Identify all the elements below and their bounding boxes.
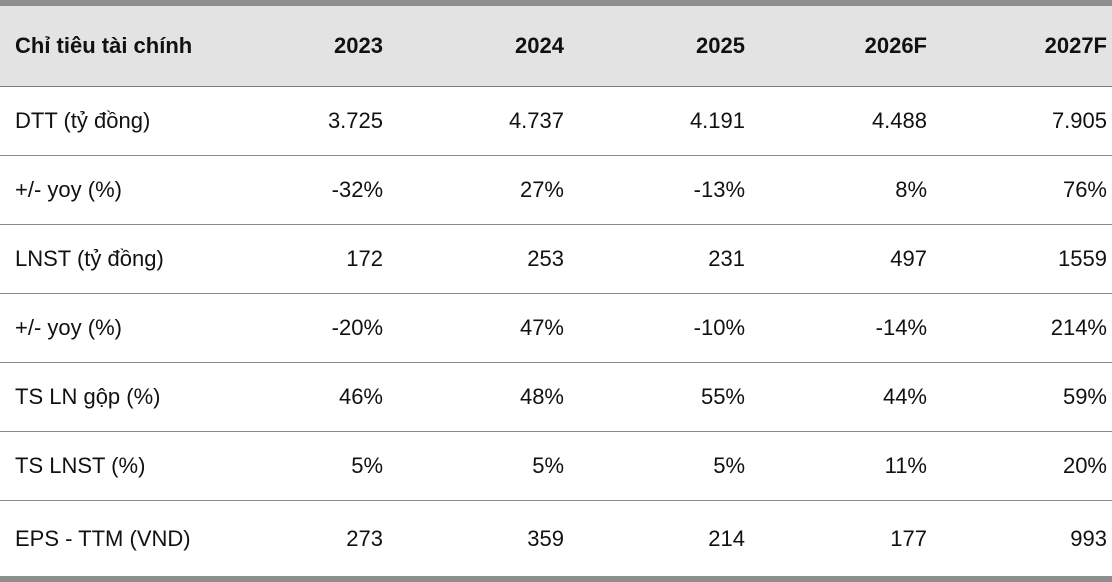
- table-cell: 3.725: [327, 108, 383, 133]
- header-year-2023: 2023: [205, 6, 387, 87]
- table-cell: 11%: [884, 453, 927, 478]
- table-cell: 177: [890, 525, 927, 551]
- table-cell: 5%: [351, 453, 383, 478]
- table-cell: 1559: [1058, 246, 1107, 271]
- table-cell: 214: [708, 525, 745, 551]
- header-year-2026f: 2026F: [749, 6, 931, 87]
- row-label: DTT (tỷ đồng): [15, 108, 151, 133]
- table-row: EPS - TTM (VND) 273 359 214 177 993: [0, 500, 1112, 576]
- financial-indicators-table: Chỉ tiêu tài chính 2023 2024 2025 2026F …: [0, 6, 1112, 576]
- table-row: +/- yoy (%) -32% 27% -13% 8% 76%: [0, 155, 1112, 224]
- header-year-2025: 2025: [568, 6, 749, 87]
- table-cell: 5%: [713, 453, 745, 478]
- row-label: EPS - TTM (VND): [15, 525, 191, 551]
- table-cell: 4.737: [508, 108, 564, 133]
- table-row: LNST (tỷ đồng) 172 253 231 497 1559: [0, 224, 1112, 293]
- row-label: LNST (tỷ đồng): [15, 246, 164, 271]
- table-cell: 20%: [1062, 453, 1107, 478]
- table-row: TS LN gộp (%) 46% 48% 55% 44% 59%: [0, 362, 1112, 431]
- table-cell: 47%: [519, 315, 564, 340]
- table-row: +/- yoy (%) -20% 47% -10% -14% 214%: [0, 293, 1112, 362]
- header-indicator: Chỉ tiêu tài chính: [0, 6, 205, 87]
- row-label: TS LNST (%): [15, 453, 146, 478]
- table-cell: 172: [346, 246, 383, 271]
- table-body: DTT (tỷ đồng) 3.725 4.737 4.191 4.488 7.…: [0, 86, 1112, 576]
- table-cell: 497: [890, 246, 927, 271]
- table-cell: -20%: [331, 315, 383, 340]
- row-label: TS LN gộp (%): [15, 384, 161, 409]
- table-cell: 8%: [895, 177, 927, 202]
- table-cell: 27%: [519, 177, 564, 202]
- table-cell: -32%: [331, 177, 383, 202]
- table-row: DTT (tỷ đồng) 3.725 4.737 4.191 4.488 7.…: [0, 86, 1112, 155]
- table-cell: 44%: [882, 384, 927, 409]
- table-cell: 231: [708, 246, 745, 271]
- table-cell: 48%: [519, 384, 564, 409]
- table-cell: -13%: [693, 177, 745, 202]
- table-cell: -10%: [693, 315, 745, 340]
- table-cell: 4.191: [689, 108, 745, 133]
- row-label: +/- yoy (%): [15, 177, 122, 202]
- table-cell: 55%: [700, 384, 745, 409]
- table-cell: 993: [1070, 525, 1107, 551]
- table-cell: 5%: [532, 453, 564, 478]
- table-cell: 76%: [1062, 177, 1107, 202]
- header-row: Chỉ tiêu tài chính 2023 2024 2025 2026F …: [0, 6, 1112, 87]
- table-cell: 273: [346, 525, 383, 551]
- row-label: +/- yoy (%): [15, 315, 122, 340]
- header-year-2027f: 2027F: [931, 6, 1112, 87]
- header-year-2024: 2024: [387, 6, 568, 87]
- table-cell: 253: [527, 246, 564, 271]
- table-cell: 359: [527, 525, 564, 551]
- table-cell: 214%: [1050, 315, 1107, 340]
- table-cell: -14%: [875, 315, 927, 340]
- table-cell: 59%: [1062, 384, 1107, 409]
- table-cell: 4.488: [871, 108, 927, 133]
- table-cell: 46%: [338, 384, 383, 409]
- table-cell: 7.905: [1051, 108, 1107, 133]
- table-row: TS LNST (%) 5% 5% 5% 11% 20%: [0, 431, 1112, 500]
- table-header: Chỉ tiêu tài chính 2023 2024 2025 2026F …: [0, 6, 1112, 87]
